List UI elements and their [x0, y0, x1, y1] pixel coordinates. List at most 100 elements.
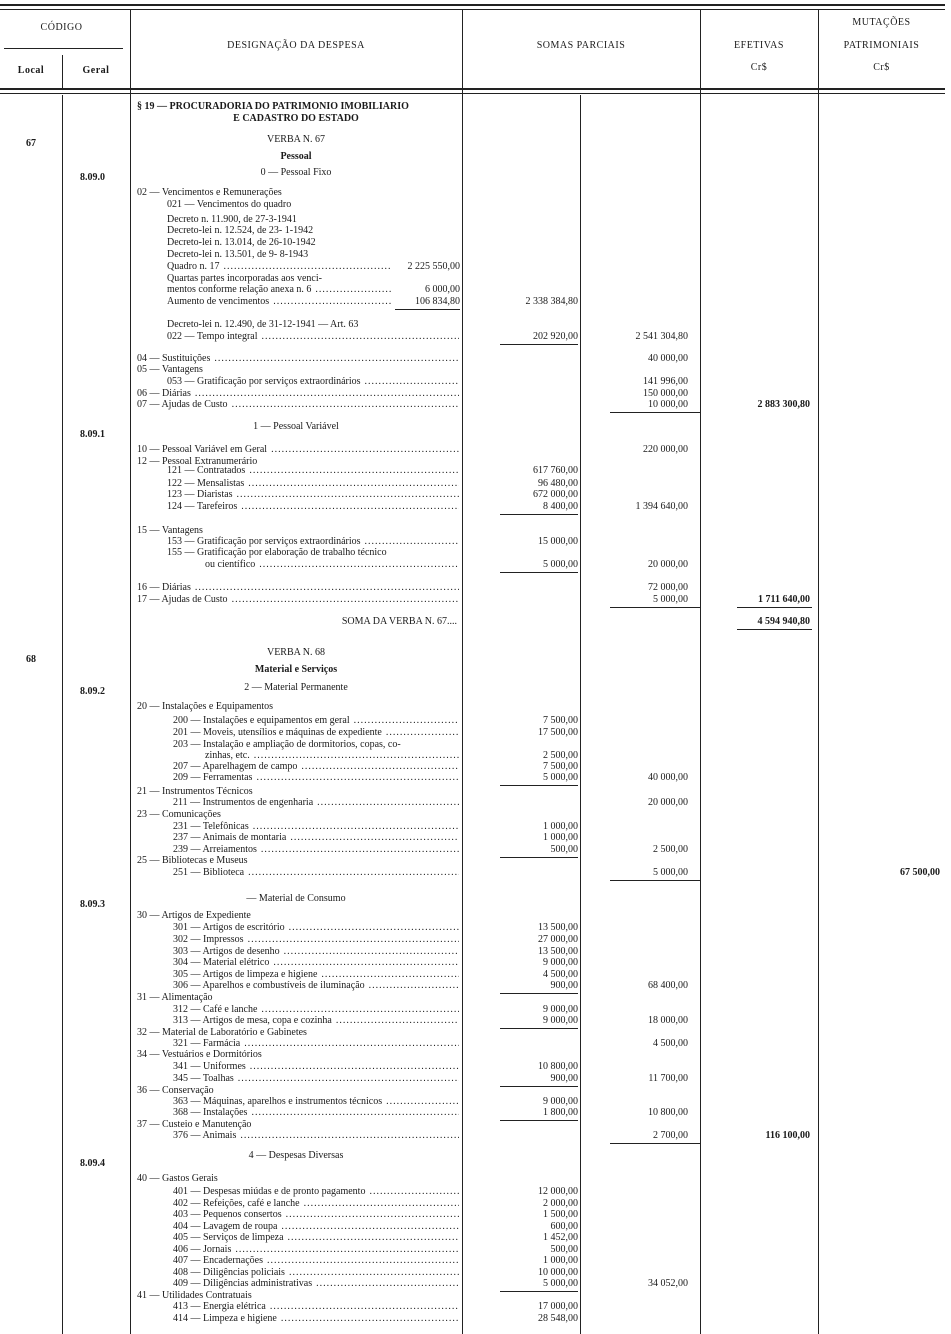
- sum-rule: [500, 785, 578, 786]
- header-efetivas-unit: Cr$: [750, 62, 768, 73]
- table-row: 04 — Sustituições 40 000,00: [0, 353, 951, 365]
- partial-sum-1: 7 500,00: [543, 715, 578, 726]
- table-row: Quartas partes incorporadas aos venci-: [0, 273, 951, 285]
- header-mutacoes-unit: Cr$: [873, 62, 890, 73]
- partial-sum-1: 9 000,00: [543, 1015, 578, 1026]
- patrimonial-amount: 67 500,00: [900, 867, 940, 878]
- sum-rule: [610, 607, 700, 608]
- partial-sum-2: 4 500,00: [653, 1038, 688, 1049]
- description-label: 07 — Ajudas de Custo: [137, 399, 228, 410]
- col-line-somas: [700, 10, 701, 1334]
- table-row: — Material de Consumo: [0, 893, 951, 905]
- description-label: 321 — Farmácia: [173, 1038, 241, 1049]
- description-label: 405 — Serviços de limpeza: [173, 1232, 284, 1243]
- sum-rule: [610, 412, 700, 413]
- geral-code: 8.09.4: [80, 1158, 105, 1169]
- sum-rule: [500, 857, 578, 858]
- description-label: 123 — Diaristas: [167, 489, 233, 500]
- partial-sum-2: 68 400,00: [648, 980, 688, 991]
- dot-leader: [232, 399, 459, 411]
- description-label: 207 — Aparelhagem de campo: [173, 761, 298, 772]
- expense-description: E CADASTRO DO ESTADO: [130, 113, 462, 125]
- table-row: Pessoal: [0, 151, 951, 163]
- expense-description: 07 — Ajudas de Custo: [137, 399, 459, 411]
- expense-description: 413 — Energia elétrica: [173, 1301, 459, 1313]
- table-row: 406 — Jornais 500,00: [0, 1244, 951, 1256]
- partial-sum-2: 150 000,00: [643, 388, 688, 399]
- table-row: 15 — Vantagens: [0, 525, 951, 537]
- local-code: 68: [26, 654, 36, 665]
- partial-sum-1: 1 000,00: [543, 1255, 578, 1266]
- sum-rule: [500, 1120, 578, 1121]
- partial-sum-1: 13 500,00: [538, 922, 578, 933]
- partial-sum-2: 40 000,00: [648, 353, 688, 364]
- partial-sum-2: 18 000,00: [648, 1015, 688, 1026]
- partial-sum-2: 1 394 640,00: [635, 501, 689, 512]
- expense-description: 207 — Aparelhagem de campo: [173, 761, 459, 773]
- dot-leader: [256, 772, 459, 784]
- table-row: 237 — Animais de montaria 1 000,00: [0, 832, 951, 844]
- expense-description: 121 — Contratados: [167, 465, 459, 477]
- partial-sum-2: 141 996,00: [643, 376, 688, 387]
- dot-leader: [281, 1313, 459, 1325]
- description-label: 23 — Comunicações: [137, 809, 221, 820]
- expense-description: mentos conforme relação anexa n. 6: [167, 284, 392, 296]
- expense-description: Decreto-lei n. 13.014, de 26-10-1942: [167, 237, 459, 249]
- partial-sum-1: 500,00: [550, 844, 579, 855]
- expense-description: Decreto-lei n. 12.524, de 23- 1-1942: [167, 225, 459, 237]
- description-label: 155 — Gratificação por elaboração de tra…: [167, 547, 387, 558]
- partial-sum-1: 96 480,00: [538, 478, 578, 489]
- description-label: 404 — Lavagem de roupa: [173, 1221, 278, 1232]
- description-label: 368 — Instalações: [173, 1107, 248, 1118]
- expense-description: 16 — Diárias: [137, 582, 459, 594]
- table-row: zinhas, etc. 2 500,00: [0, 750, 951, 762]
- dot-leader: [316, 1278, 459, 1290]
- table-row: 12 — Pessoal Extranumerário: [0, 456, 951, 468]
- table-row: Material e Serviços: [0, 664, 951, 676]
- table-row: 211 — Instrumentos de engenharia 20 000,0…: [0, 797, 951, 809]
- partial-sum-1: 17 000,00: [538, 1301, 578, 1312]
- description-label: mentos conforme relação anexa n. 6: [167, 284, 312, 295]
- partial-sum-1: 10 800,00: [538, 1061, 578, 1072]
- dot-leader: [248, 867, 459, 879]
- expense-description: zinhas, etc.: [205, 750, 459, 762]
- description-label: 124 — Tarefeiros: [167, 501, 238, 512]
- dot-leader: [262, 331, 460, 343]
- partial-sum-2: 20 000,00: [648, 797, 688, 808]
- description-label: zinhas, etc.: [205, 750, 250, 761]
- partial-sum-1: 13 500,00: [538, 946, 578, 957]
- dot-leader: [195, 582, 459, 594]
- table-row: 251 — Biblioteca 5 000,00 67 500,00: [0, 867, 951, 879]
- description-label: 237 — Animais de montaria: [173, 832, 287, 843]
- description-label: 341 — Uniformes: [173, 1061, 246, 1072]
- expense-description: 345 — Toalhas: [173, 1073, 459, 1085]
- expense-description: 408 — Diligências policiais: [173, 1267, 459, 1279]
- table-row: Decreto-lei n. 12.524, de 23- 1-1942: [0, 225, 951, 237]
- table-row: 345 — Toalhas 900,00 11 700,00: [0, 1073, 951, 1085]
- table-row: 021 — Vencimentos do quadro: [0, 199, 951, 211]
- description-label: Decreto-lei n. 12.490, de 31-12-1941 — A…: [167, 319, 359, 330]
- expense-description: 36 — Conservação: [137, 1085, 459, 1097]
- description-label: — Material de Consumo: [246, 893, 346, 904]
- description-label: 41 — Utilidades Contratuais: [137, 1290, 252, 1301]
- expense-description: 402 — Refeições, café e lanche: [173, 1198, 459, 1210]
- expense-description: 155 — Gratificação por elaboração de tra…: [167, 547, 459, 559]
- description-label: 376 — Animais: [173, 1130, 237, 1141]
- header-mutacoes: MUTAÇÕES: [852, 17, 911, 28]
- description-label: Decreto-lei n. 13.501, de 9- 8-1943: [167, 249, 309, 260]
- description-label: 312 — Café e lanche: [173, 1004, 258, 1015]
- description-label: 401 — Despesas miúdas e de pronto pagame…: [173, 1186, 366, 1197]
- table-row: 21 — Instrumentos Técnicos: [0, 786, 951, 798]
- description-label: 313 — Artigos de mesa, copa e cozinha: [173, 1015, 332, 1026]
- table-row: 414 — Limpeza e higiene 28 548,00: [0, 1313, 951, 1325]
- table-row: 10 — Pessoal Variável em Geral 220 000,00: [0, 444, 951, 456]
- expense-description: ou científico: [205, 559, 459, 571]
- partial-sum-1: 7 500,00: [543, 761, 578, 772]
- description-label: 36 — Conservação: [137, 1085, 214, 1096]
- table-row: 407 — Encadernações 1 000,00: [0, 1255, 951, 1267]
- partial-sum-2: 11 700,00: [648, 1073, 688, 1084]
- description-label: 0 — Pessoal Fixo: [260, 167, 332, 178]
- expense-description: 251 — Biblioteca: [173, 867, 459, 879]
- table-row: 305 — Artigos de limpeza e higiene 4 500,…: [0, 969, 951, 981]
- sum-rule: [500, 514, 578, 515]
